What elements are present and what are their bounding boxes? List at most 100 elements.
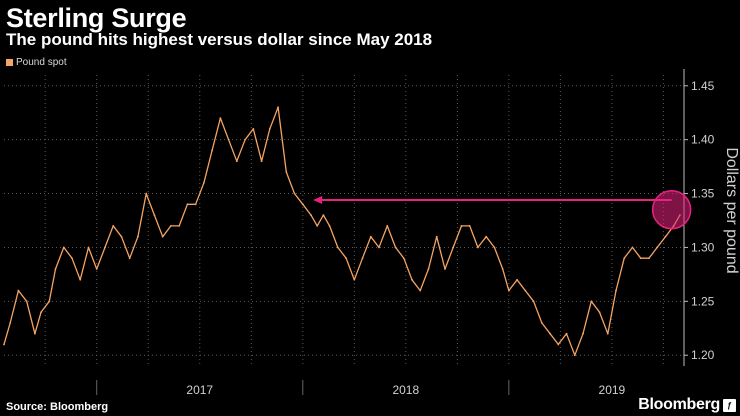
data-point bbox=[219, 117, 222, 120]
legend-swatch-pound-spot bbox=[6, 58, 13, 66]
data-point bbox=[402, 257, 405, 260]
data-point bbox=[301, 203, 304, 206]
data-point bbox=[336, 246, 339, 249]
data-point bbox=[252, 127, 255, 130]
y-axis-title: Dollars per pound bbox=[723, 147, 740, 273]
data-point bbox=[95, 268, 98, 270]
data-point bbox=[565, 332, 568, 335]
data-point bbox=[460, 224, 463, 227]
data-point bbox=[128, 257, 131, 260]
data-point bbox=[501, 268, 504, 270]
x-tick-label: 2017 bbox=[186, 383, 213, 395]
data-point bbox=[411, 278, 413, 281]
data-point bbox=[235, 160, 238, 163]
data-point bbox=[394, 246, 397, 249]
data-point bbox=[25, 300, 28, 303]
data-point bbox=[79, 278, 82, 281]
data-point bbox=[310, 214, 312, 217]
y-tick-label: 1.25 bbox=[691, 294, 715, 308]
data-point bbox=[477, 246, 479, 249]
x-tick-label: 2019 bbox=[599, 383, 626, 395]
data-point bbox=[623, 257, 626, 260]
line-chart: 2017 2018 2019 1.20 1.25 1.30 1.35 1.40 1.45 Do… bbox=[3, 69, 740, 395]
data-point bbox=[606, 332, 609, 335]
data-point bbox=[361, 257, 364, 260]
y-tick-label: 1.40 bbox=[691, 133, 715, 147]
y-tick-label: 1.30 bbox=[691, 240, 715, 254]
data-point bbox=[656, 246, 659, 249]
data-point bbox=[485, 235, 488, 238]
data-point bbox=[615, 289, 617, 292]
series-layer bbox=[3, 106, 681, 357]
data-point bbox=[293, 192, 296, 195]
data-point bbox=[104, 246, 106, 249]
data-point bbox=[573, 354, 576, 357]
data-point bbox=[532, 300, 535, 303]
data-point bbox=[40, 311, 42, 314]
data-point bbox=[353, 278, 356, 281]
data-point bbox=[507, 289, 510, 292]
data-point bbox=[54, 268, 57, 270]
data-point bbox=[427, 268, 430, 270]
data-point bbox=[277, 106, 279, 109]
data-point bbox=[244, 138, 246, 141]
annotation-arrow-head bbox=[313, 196, 323, 205]
data-point bbox=[648, 257, 650, 260]
chart-title: Sterling Surge bbox=[6, 3, 187, 33]
data-point bbox=[153, 214, 156, 217]
data-point bbox=[186, 203, 189, 206]
data-point bbox=[71, 257, 73, 260]
x-axis: 2017 2018 2019 bbox=[96, 380, 626, 395]
grid-layer bbox=[4, 75, 684, 366]
data-point bbox=[120, 235, 123, 238]
series-line-pound-spot bbox=[3, 106, 681, 356]
data-point bbox=[268, 127, 271, 130]
chart-subtitle: The pound hits highest versus dollar sin… bbox=[6, 30, 433, 49]
data-point bbox=[316, 224, 319, 227]
data-point bbox=[112, 224, 115, 227]
data-point bbox=[419, 289, 422, 292]
y-tick-label: 1.35 bbox=[691, 187, 715, 201]
data-point bbox=[444, 268, 446, 270]
data-point bbox=[452, 246, 455, 249]
data-point bbox=[202, 181, 205, 184]
source-note: Source: Bloomberg bbox=[6, 401, 109, 413]
data-point bbox=[631, 246, 634, 249]
data-point bbox=[328, 224, 331, 227]
data-point bbox=[549, 332, 551, 335]
data-point bbox=[161, 235, 164, 238]
data-point bbox=[524, 289, 527, 292]
data-point bbox=[345, 257, 347, 260]
bloomberg-badge-icon: ƒ bbox=[723, 399, 736, 412]
data-point bbox=[493, 246, 496, 249]
data-point bbox=[639, 257, 642, 260]
data-point bbox=[48, 300, 51, 303]
data-point bbox=[378, 246, 380, 249]
y-tick-label: 1.20 bbox=[691, 348, 715, 362]
data-point bbox=[557, 343, 560, 346]
data-point bbox=[34, 332, 36, 335]
data-point bbox=[540, 321, 543, 324]
data-point bbox=[145, 192, 148, 195]
data-point bbox=[598, 311, 601, 314]
data-point bbox=[386, 224, 389, 227]
data-point bbox=[285, 171, 288, 173]
data-point bbox=[435, 235, 438, 238]
data-point bbox=[468, 224, 471, 227]
data-point bbox=[664, 235, 667, 238]
data-point bbox=[322, 214, 325, 217]
data-point bbox=[137, 235, 139, 238]
x-tick-label: 2018 bbox=[392, 383, 419, 395]
data-point bbox=[17, 289, 20, 292]
data-point bbox=[62, 246, 65, 249]
annotation-layer bbox=[313, 189, 692, 230]
legend-label-pound-spot: Pound spot bbox=[16, 56, 67, 68]
data-point bbox=[227, 138, 230, 141]
bloomberg-logo: Bloomberg bbox=[638, 396, 720, 413]
data-point bbox=[590, 300, 593, 303]
data-point bbox=[211, 149, 214, 152]
data-point bbox=[9, 321, 12, 324]
data-point bbox=[369, 235, 372, 238]
chart-legend: Pound spot bbox=[6, 55, 67, 69]
data-point bbox=[170, 224, 172, 227]
